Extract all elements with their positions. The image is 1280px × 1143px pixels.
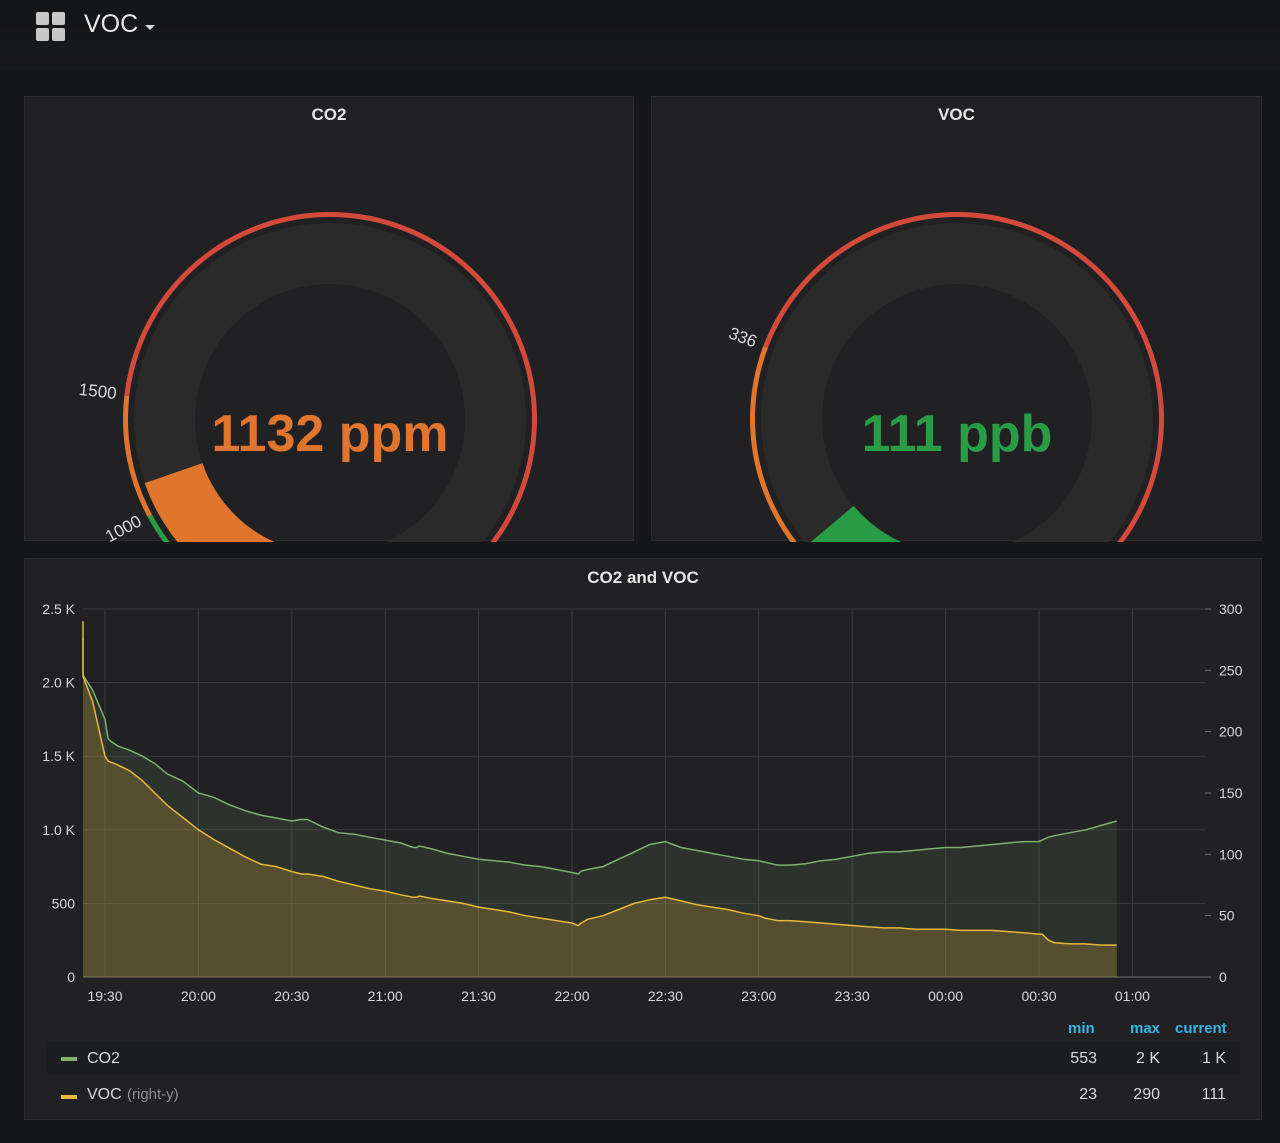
y-right-tick-label: 200: [1219, 724, 1243, 740]
gauge-threshold-ok: [147, 514, 170, 542]
series-name[interactable]: VOC: [87, 1086, 122, 1103]
x-tick-label: 20:30: [274, 988, 309, 1004]
panel-title[interactable]: VOC: [938, 105, 975, 124]
timeseries-panel: CO2 and VOC: [24, 558, 1262, 1120]
legend-max: 290: [1133, 1086, 1160, 1103]
y-left-tick-label: 2.5 K: [42, 601, 75, 617]
gauge-value-fill: [144, 463, 275, 542]
y-left-tick-label: 0: [67, 969, 75, 985]
x-tick-label: 00:00: [928, 988, 963, 1004]
series-area-voc: [83, 621, 1117, 977]
x-tick-label: 20:00: [181, 988, 216, 1004]
gauge-value-fill: [810, 505, 902, 542]
y-left-tick-label: 1.5 K: [42, 748, 75, 764]
dashboard-title[interactable]: VOC: [84, 10, 139, 38]
y-right-tick-label: 100: [1219, 846, 1243, 862]
dashboard-grid-icon[interactable]: [35, 11, 67, 43]
legend-header-max[interactable]: max: [1130, 1020, 1161, 1037]
x-tick-label: 19:30: [87, 988, 122, 1004]
series-color-swatch[interactable]: [61, 1057, 77, 1061]
series-line-co2[interactable]: [82, 638, 1118, 875]
x-tick-label: 22:30: [648, 988, 683, 1004]
x-tick-label: 00:30: [1021, 988, 1056, 1004]
x-tick-label: 21:30: [461, 988, 496, 1004]
y-right-tick-label: 150: [1219, 785, 1243, 801]
x-tick-label: 21:00: [368, 988, 403, 1004]
series-name[interactable]: CO2: [87, 1050, 120, 1067]
series-area-co2: [83, 638, 1117, 977]
panel-title[interactable]: CO2: [311, 105, 347, 124]
co2-gauge-panel: CO2 4001000150050001132 ppm: [24, 96, 634, 542]
legend-max: 2 K: [1135, 1050, 1160, 1067]
voc-gauge-panel: VOC 01123361187111 ppb: [651, 96, 1262, 542]
timeseries-chart[interactable]: 0 500 1.0 K 1.5 K 2.0 K 2.5 K 0 50 100 150 200 250 3…: [0, 0, 1280, 1020]
chevron-down-icon[interactable]: [145, 25, 155, 30]
legend-min: 553: [1070, 1050, 1097, 1067]
gauge-value-text: 111 ppb: [862, 405, 1053, 463]
voc-gauge: 01123361187111 ppb: [726, 212, 1164, 542]
series-line-voc[interactable]: [82, 621, 1117, 946]
legend-row-voc[interactable]: VOC (right-y) 23 290 111: [47, 1077, 1240, 1110]
legend-header-min[interactable]: min: [1068, 1020, 1095, 1037]
gauge-value-text: 1132 ppm: [211, 405, 448, 463]
legend-current: 1 K: [1201, 1050, 1226, 1067]
legend-header-current[interactable]: current: [1175, 1020, 1227, 1037]
y-left-tick-label: 500: [52, 895, 76, 911]
legend-min: 23: [1079, 1086, 1097, 1103]
y-left-tick-label: 2.0 K: [42, 675, 75, 691]
y-right-tick-label: 250: [1219, 662, 1243, 678]
y-left-tick-label: 1.0 K: [42, 822, 75, 838]
x-tick-label: 23:00: [741, 988, 776, 1004]
co2-gauge: 4001000150050001132 ppm: [78, 212, 537, 542]
series-axis-suffix: (right-y): [127, 1086, 179, 1103]
gauge-track: [761, 223, 1153, 542]
y-right-tick-label: 0: [1219, 969, 1227, 985]
x-tick-label: 01:00: [1115, 988, 1150, 1004]
x-tick-label: 23:30: [835, 988, 870, 1004]
y-right-tick-label: 300: [1219, 601, 1243, 617]
gauge-tick-label: 1500: [78, 380, 118, 403]
gauge-track: [134, 223, 526, 542]
x-tick-label: 22:00: [554, 988, 589, 1004]
legend-current: 111: [1201, 1086, 1226, 1103]
top-bar: VOC: [0, 0, 1280, 70]
legend-row-co2[interactable]: CO2 553 2 K 1 K: [47, 1042, 1240, 1075]
series-color-swatch[interactable]: [61, 1095, 77, 1099]
y-right-tick-label: 50: [1219, 908, 1235, 924]
gauge-threshold-warn: [122, 395, 153, 518]
panel-title[interactable]: CO2 and VOC: [587, 568, 699, 587]
